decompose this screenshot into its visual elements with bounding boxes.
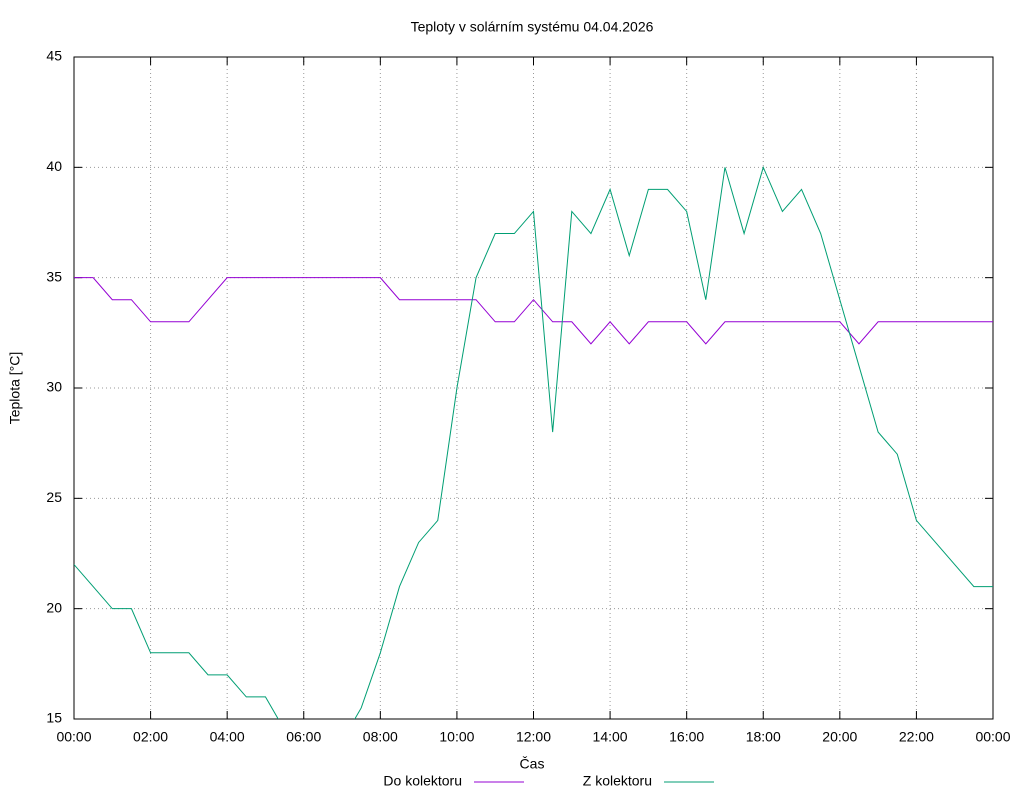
x-tick-label: 12:00 [516, 729, 551, 745]
series-line [74, 165, 993, 719]
x-tick-label: 18:00 [746, 729, 781, 745]
y-tick-label: 35 [46, 268, 62, 284]
x-tick-label: 20:00 [822, 729, 857, 745]
y-tick-label: 30 [46, 379, 62, 395]
y-tick-label: 20 [46, 599, 62, 615]
series-line [74, 277, 993, 345]
x-tick-label: 04:00 [210, 729, 245, 745]
legend-label: Z kolektoru [583, 773, 652, 789]
x-tick-label: 08:00 [363, 729, 398, 745]
x-tick-label: 02:00 [133, 729, 168, 745]
x-tick-label: 14:00 [593, 729, 628, 745]
x-tick-label: 00:00 [975, 729, 1010, 745]
x-axis-label: Čas [520, 756, 545, 772]
y-tick-label: 40 [46, 158, 62, 174]
x-tick-label: 00:00 [56, 729, 91, 745]
legend-label: Do kolektoru [383, 773, 462, 789]
x-tick-label: 06:00 [286, 729, 321, 745]
y-tick-label: 15 [46, 710, 62, 726]
plot-frame [73, 56, 994, 720]
x-tick-label: 10:00 [439, 729, 474, 745]
x-tick-label: 22:00 [899, 729, 934, 745]
y-tick-label: 45 [46, 48, 62, 64]
chart-title: Teploty v solárním systému 04.04.2026 [411, 19, 654, 35]
y-tick-label: 25 [46, 489, 62, 505]
y-axis-label: Teplota [°C] [7, 352, 23, 425]
x-tick-label: 16:00 [669, 729, 704, 745]
